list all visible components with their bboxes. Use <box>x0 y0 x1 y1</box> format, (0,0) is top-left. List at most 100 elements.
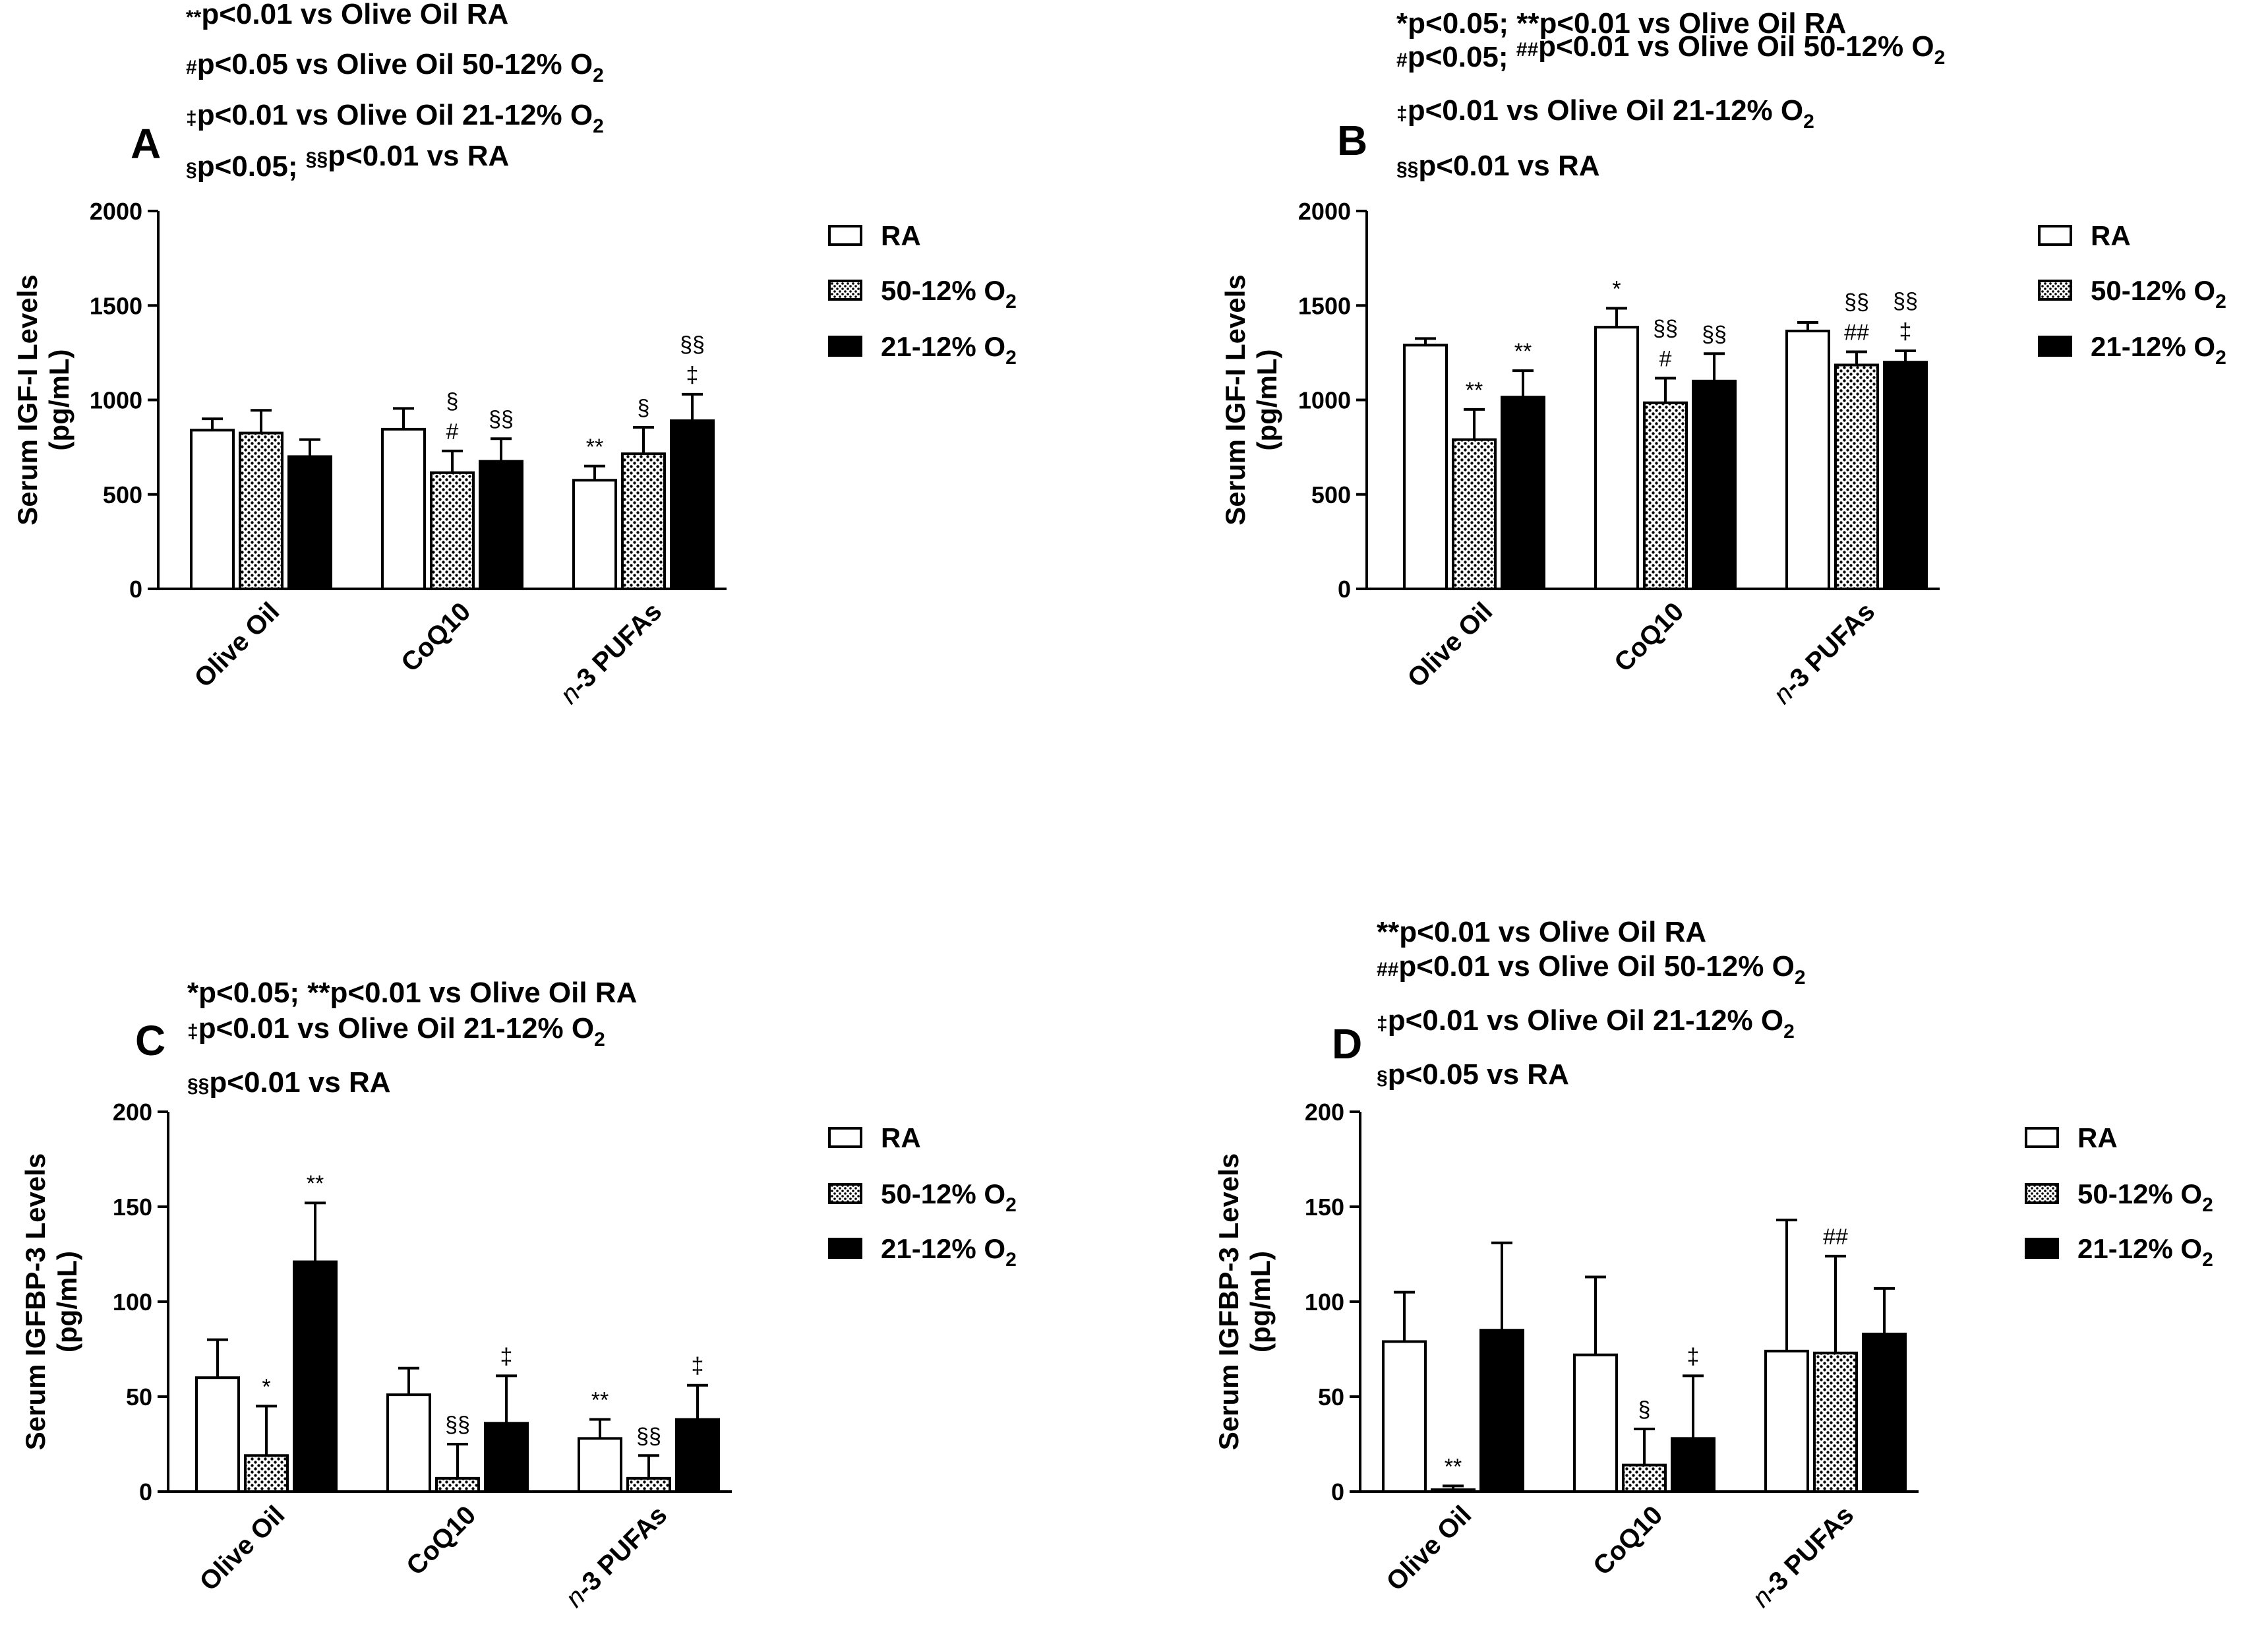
note-superscript: # <box>186 57 197 78</box>
significance-mark: ‡ <box>686 363 699 388</box>
significance-mark: § <box>1638 1397 1651 1422</box>
bar <box>1834 363 1879 590</box>
significance-mark: § <box>638 396 650 421</box>
bar <box>670 419 715 591</box>
note-text: p<0.05 vs RA <box>1388 1058 1569 1091</box>
significance-note: *p<0.05; **p<0.01 vs Olive Oil RA <box>187 977 637 1009</box>
significance-mark: ## <box>1823 1225 1848 1250</box>
y-tick-label: 0 <box>139 1478 152 1505</box>
panel-d: D**p<0.01 vs Olive Oil RA##p<0.01 vs Oli… <box>1213 916 2213 1613</box>
bar <box>1671 1437 1716 1494</box>
bar <box>675 1418 720 1494</box>
bar <box>484 1422 529 1494</box>
note-superscript: §§ <box>306 148 328 170</box>
y-axis-label: Serum IGFBP-3 Levels(pg/mL) <box>20 1153 82 1451</box>
significance-mark: ** <box>1445 1454 1462 1479</box>
note-superscript: §§ <box>1396 158 1418 180</box>
significance-mark: §§ <box>680 332 705 357</box>
significance-note: §§p<0.01 vs RA <box>187 1066 391 1099</box>
legend-label: 50-12% O2 <box>881 1178 1017 1216</box>
significance-note: *p<0.05; **p<0.01 vs Olive Oil RA <box>1396 7 1846 40</box>
bar <box>1692 379 1737 590</box>
y-axis-label: Serum IGF-I Levels(pg/mL) <box>1220 274 1282 525</box>
note-text: p<0.01 vs Olive Oil RA <box>201 0 508 30</box>
panel-a: A**p<0.01 vs Olive Oil RA#p<0.05 vs Oliv… <box>12 0 1017 710</box>
bar <box>1862 1332 1907 1493</box>
category-label: CoQ10 <box>1588 1500 1668 1581</box>
bar <box>244 1454 289 1494</box>
bar <box>1785 329 1830 590</box>
note-superscript: ‡ <box>187 1021 198 1043</box>
note-superscript: § <box>186 159 197 181</box>
bar <box>1479 1329 1524 1493</box>
y-tick-label: 1000 <box>1298 387 1351 414</box>
legend-swatch <box>828 1127 862 1148</box>
y-tick-label: 50 <box>126 1383 152 1410</box>
legend-label: 21-12% O2 <box>881 1233 1017 1271</box>
y-tick-label: 500 <box>1311 481 1351 508</box>
y-tick-label: 1500 <box>90 292 142 319</box>
legend-swatch <box>2038 336 2072 357</box>
note-superscript: ** <box>186 7 202 28</box>
bar <box>1431 1488 1476 1494</box>
legend-swatch <box>828 336 862 357</box>
category-label: Olive Oil <box>1402 597 1498 693</box>
panel-letter: D <box>1332 1020 1362 1068</box>
note-subscript: 2 <box>1803 111 1814 133</box>
significance-note: **p<0.01 vs Olive Oil RA <box>186 0 508 30</box>
legend-swatch <box>828 1238 862 1259</box>
bar <box>1883 361 1928 590</box>
y-tick-label: 1000 <box>90 387 142 414</box>
category-label: Olive Oil <box>1381 1500 1477 1596</box>
significance-mark: ** <box>1466 378 1483 403</box>
significance-note: #p<0.05; ##p<0.01 vs Olive Oil 50-12% O2 <box>1396 30 1945 73</box>
significance-mark: §§ <box>489 407 514 432</box>
bar <box>578 1437 622 1494</box>
significance-mark: ‡ <box>500 1344 513 1369</box>
legend-swatch <box>828 1183 862 1204</box>
significance-mark: # <box>446 419 459 444</box>
bar <box>293 1260 338 1494</box>
panel-letter: C <box>135 1017 165 1064</box>
note-text: p<0.01 vs Olive Oil 50-12% O <box>1398 950 1794 983</box>
category-label: CoQ10 <box>1609 597 1689 677</box>
bar <box>1622 1463 1667 1493</box>
category-label: Olive Oil <box>189 597 285 693</box>
y-tick-label: 0 <box>129 576 142 603</box>
y-tick-label: 2000 <box>1298 198 1351 225</box>
bar <box>1643 401 1688 590</box>
note-superscript: ## <box>1377 959 1399 981</box>
bar <box>239 431 284 591</box>
note-superscript: ‡ <box>1396 103 1408 125</box>
category-label: n-3 PUFAs <box>1768 597 1880 710</box>
significance-note: §§p<0.01 vs RA <box>1396 150 1600 182</box>
note-text: p<0.01 vs Olive Oil 21-12% O <box>1408 94 1803 127</box>
significance-mark: ## <box>1844 320 1869 345</box>
y-tick-label: 2000 <box>90 198 142 225</box>
note-text: **p<0.01 vs Olive Oil RA <box>1377 916 1706 948</box>
bar <box>626 1476 671 1494</box>
significance-mark: §§ <box>1653 317 1678 342</box>
panel-c: C*p<0.05; **p<0.01 vs Olive Oil RA‡p<0.0… <box>20 977 1017 1613</box>
note-text: p<0.01 vs Olive Oil 21-12% O <box>198 1012 594 1045</box>
legend-swatch <box>2038 225 2072 246</box>
note-subscript: 2 <box>593 65 604 86</box>
bar <box>1382 1340 1427 1493</box>
note-text: *p<0.05; **p<0.01 vs Olive Oil RA <box>187 977 637 1009</box>
y-tick-label: 150 <box>1305 1194 1344 1221</box>
note-text: p<0.01 vs Olive Oil 21-12% O <box>197 99 593 131</box>
note-superscript: ## <box>1516 39 1539 61</box>
legend-label: RA <box>881 220 921 251</box>
bar <box>386 1393 431 1494</box>
legend-label: RA <box>2077 1122 2118 1153</box>
bar <box>1813 1351 1858 1494</box>
legend-label: 21-12% O2 <box>881 331 1017 369</box>
significance-mark: * <box>1612 277 1621 302</box>
bar <box>435 1476 480 1494</box>
bar <box>195 1376 240 1493</box>
significance-mark: ‡ <box>1687 1344 1700 1369</box>
y-tick-label: 500 <box>103 481 142 508</box>
y-tick-label: 100 <box>1305 1289 1344 1316</box>
note-text: p<0.01 vs Olive Oil 50-12% O <box>1538 30 1934 63</box>
